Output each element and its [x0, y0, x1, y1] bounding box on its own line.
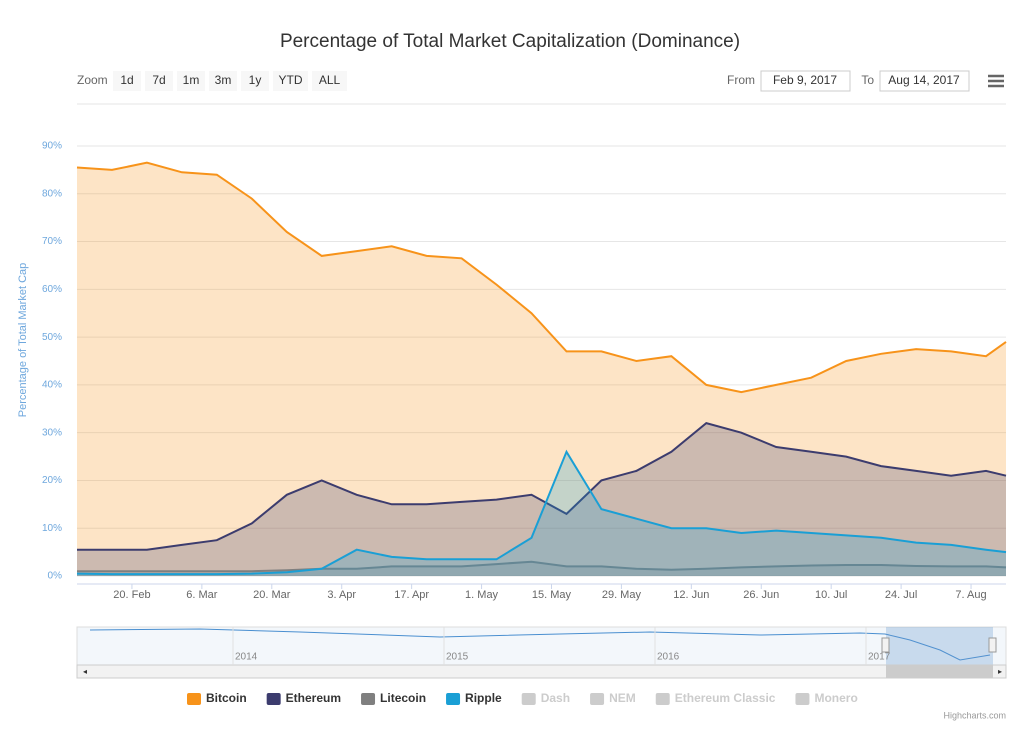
area-fill [77, 561, 1006, 576]
y-tick-label: 90% [42, 141, 62, 152]
legend-label[interactable]: Litecoin [380, 691, 426, 705]
x-tick-label: 10. Jul [815, 589, 847, 601]
legend-label[interactable]: Monero [814, 691, 857, 705]
x-tick-label: 20. Feb [113, 589, 150, 601]
y-tick-label: 50% [42, 332, 62, 343]
from-input[interactable] [760, 70, 851, 92]
chart-title: Percentage of Total Market Capitalizatio… [280, 31, 740, 52]
x-tick-label: 17. Apr [394, 589, 429, 601]
legend-swatch [187, 693, 201, 705]
legend-swatch [521, 693, 536, 705]
y-tick-label: 0% [48, 571, 63, 582]
navigator-label: 2015 [446, 652, 469, 663]
area-line [76, 449, 1007, 576]
x-tick-label: 20. Mar [253, 589, 291, 601]
area-line [77, 560, 1007, 573]
navigator-label: 2016 [657, 652, 680, 663]
zoom-button-label[interactable]: 1m [183, 73, 200, 87]
legend-label[interactable]: NEM [609, 691, 636, 705]
legend-label[interactable]: Ripple [465, 691, 502, 705]
y-tick-label: 70% [42, 236, 62, 247]
from-label: From [727, 73, 755, 87]
legend-label[interactable]: Ethereum Classic [675, 691, 776, 705]
legend-label[interactable]: Bitcoin [206, 691, 247, 705]
to-label: To [861, 73, 874, 87]
y-tick-label: 40% [42, 380, 62, 391]
legend-label[interactable]: Dash [541, 691, 570, 705]
area-fill [77, 423, 1006, 576]
y-axis-title: Percentage of Total Market Cap [17, 263, 29, 418]
x-tick-label: 24. Jul [885, 589, 917, 601]
zoom-button-label[interactable]: 7d [152, 73, 165, 87]
zoom-button-label[interactable]: ALL [319, 73, 341, 87]
y-tick-label: 60% [42, 284, 62, 295]
legend-swatch [361, 693, 376, 705]
legend-swatch [266, 693, 281, 705]
zoom-label: Zoom [77, 73, 108, 87]
y-tick-label: 10% [42, 523, 62, 534]
x-tick-label: 29. May [602, 589, 642, 601]
to-input[interactable] [879, 70, 970, 92]
to-value[interactable]: Aug 14, 2017 [888, 73, 960, 87]
zoom-button[interactable] [177, 71, 205, 91]
y-tick-label: 80% [42, 188, 62, 199]
zoom-button[interactable] [312, 71, 347, 91]
area-line [76, 161, 1007, 394]
x-tick-label: 1. May [465, 589, 499, 601]
menu-button[interactable] [988, 74, 1004, 88]
x-tick-label: 6. Mar [186, 589, 218, 601]
zoom-button-label[interactable]: YTD [279, 73, 303, 87]
y-tick-label: 20% [42, 475, 62, 486]
area-line [77, 421, 1007, 551]
zoom-button[interactable] [113, 71, 141, 91]
zoom-button[interactable] [209, 71, 237, 91]
credits: Highcharts.com [943, 710, 1006, 720]
svg-text:◂: ◂ [83, 667, 87, 676]
x-tick-label: 26. Jun [743, 589, 779, 601]
navigator: ◂ ▸ 2014 2015 2016 2017 [76, 626, 1007, 679]
x-tick-label: 3. Apr [327, 589, 356, 601]
zoom-button[interactable] [273, 71, 308, 91]
svg-text:▸: ▸ [998, 667, 1002, 676]
legend-swatch [795, 693, 810, 705]
legend-swatch [590, 693, 605, 705]
area-fill [77, 162, 1006, 576]
x-tick-label: 15. May [532, 589, 572, 601]
zoom-button-label[interactable]: 1y [249, 73, 262, 87]
navigator-label: 2014 [235, 652, 258, 663]
legend-swatch [655, 693, 670, 705]
x-tick-label: 7. Aug [955, 589, 986, 601]
y-tick-label: 30% [42, 427, 62, 438]
navigator-label: 2017 [868, 652, 891, 663]
zoom-button[interactable] [241, 71, 269, 91]
from-value[interactable]: Feb 9, 2017 [773, 73, 837, 87]
legend-label[interactable]: Ethereum [286, 691, 341, 705]
legend-swatch [446, 693, 461, 705]
zoom-button[interactable] [145, 71, 173, 91]
zoom-button-label[interactable]: 1d [120, 73, 133, 87]
x-tick-label: 12. Jun [673, 589, 709, 601]
zoom-button-label[interactable]: 3m [215, 73, 232, 87]
